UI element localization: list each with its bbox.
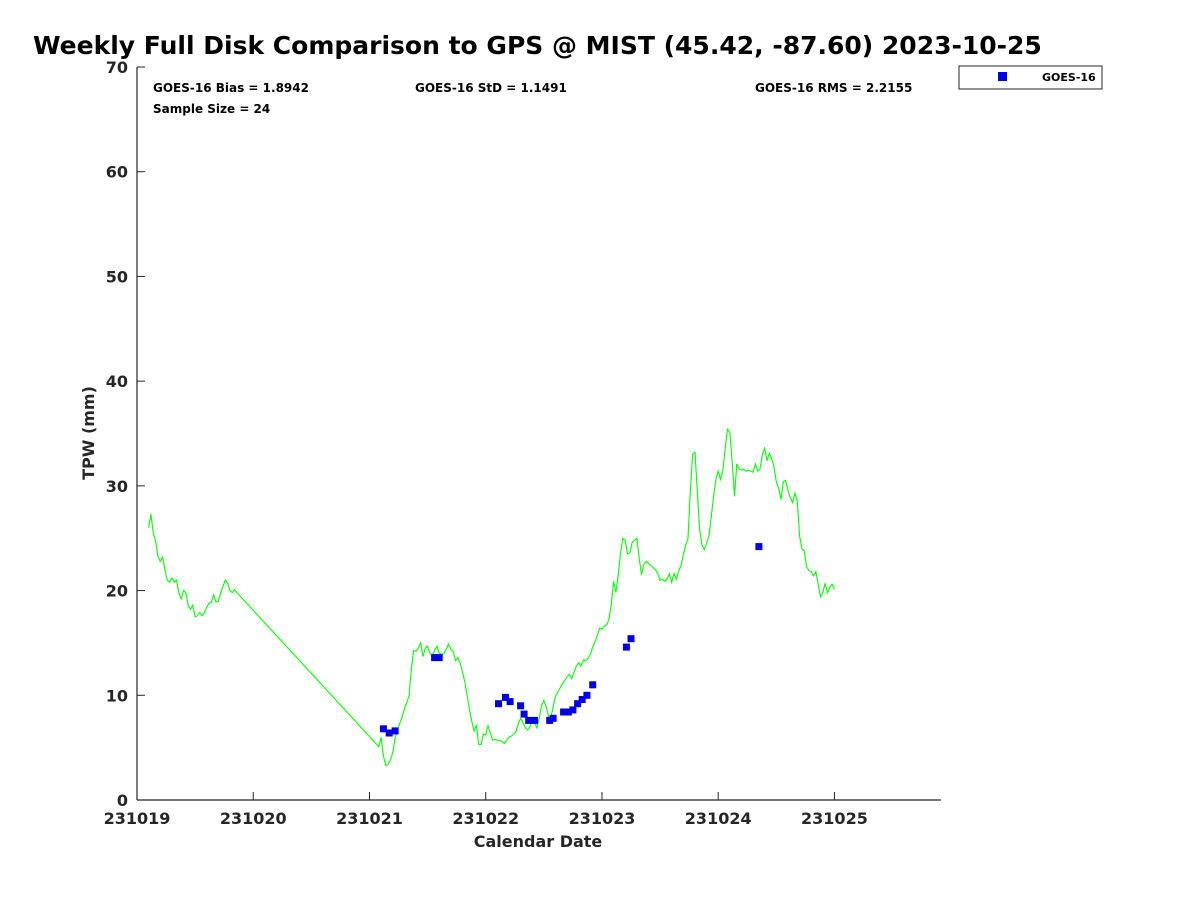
goes16-point [574,700,582,708]
goes16-point [391,727,399,735]
axes: 0 10 20 30 40 50 60 70 231019 231020 231021 231022 2… [104,58,941,828]
x-tick-label: 231024 [685,809,752,828]
goes16-point [755,543,763,551]
std-stat: GOES-16 StD = 1.1491 [415,81,567,95]
legend: GOES-16 [958,65,1103,90]
x-tick-label: 231023 [569,809,636,828]
goes16-point [622,643,630,651]
goes16-point [589,681,597,689]
goes16-point [495,700,502,708]
sample-size-stat: Sample Size = 24 [153,102,270,116]
x-tick-label: 231020 [220,809,287,828]
goes16-point [564,708,572,716]
x-tick-label: 231019 [104,809,171,828]
y-tick-label: 30 [106,477,128,496]
x-axis-label: Calendar Date [474,832,603,851]
y-tick-label: 50 [106,267,128,286]
y-tick-label: 60 [106,163,128,182]
goes16-point [525,716,533,724]
goes16-point [578,696,586,703]
y-axis-label: TPW (mm) [79,386,98,480]
y-tick-label: 0 [117,791,128,810]
plot-area [148,427,835,767]
goes16-point [517,702,525,710]
y-tick-label: 10 [106,686,128,705]
goes16-point [385,729,393,737]
rms-stat: GOES-16 RMS = 2.2155 [755,81,912,95]
legend-label-goes16: GOES-16 [1042,71,1096,84]
y-tick-label: 20 [106,582,128,601]
x-tick-label: 231022 [452,809,519,828]
legend-box [958,65,1103,90]
gps-tpw-line [148,427,835,767]
x-tick-label: 231021 [336,809,403,828]
goes16-point [431,654,439,662]
legend-marker-goes16 [998,72,1007,81]
goes16-point [531,716,538,724]
bias-stat: GOES-16 Bias = 1.8942 [153,81,309,95]
y-tick-label: 40 [106,372,128,391]
chart-title: Weekly Full Disk Comparison to GPS @ MIS… [33,31,1042,60]
goes16-point [549,714,557,722]
goes16-point [435,654,443,662]
goes16-point [560,708,568,716]
goes16-point [379,725,387,733]
goes16-point [569,706,577,714]
x-tick-label: 231025 [801,809,868,828]
goes16-point [502,693,509,701]
y-tick-label: 70 [106,58,128,77]
goes16-point [506,698,514,706]
goes16-point [583,691,591,699]
goes16-point [627,635,635,643]
goes16-point [520,710,528,718]
